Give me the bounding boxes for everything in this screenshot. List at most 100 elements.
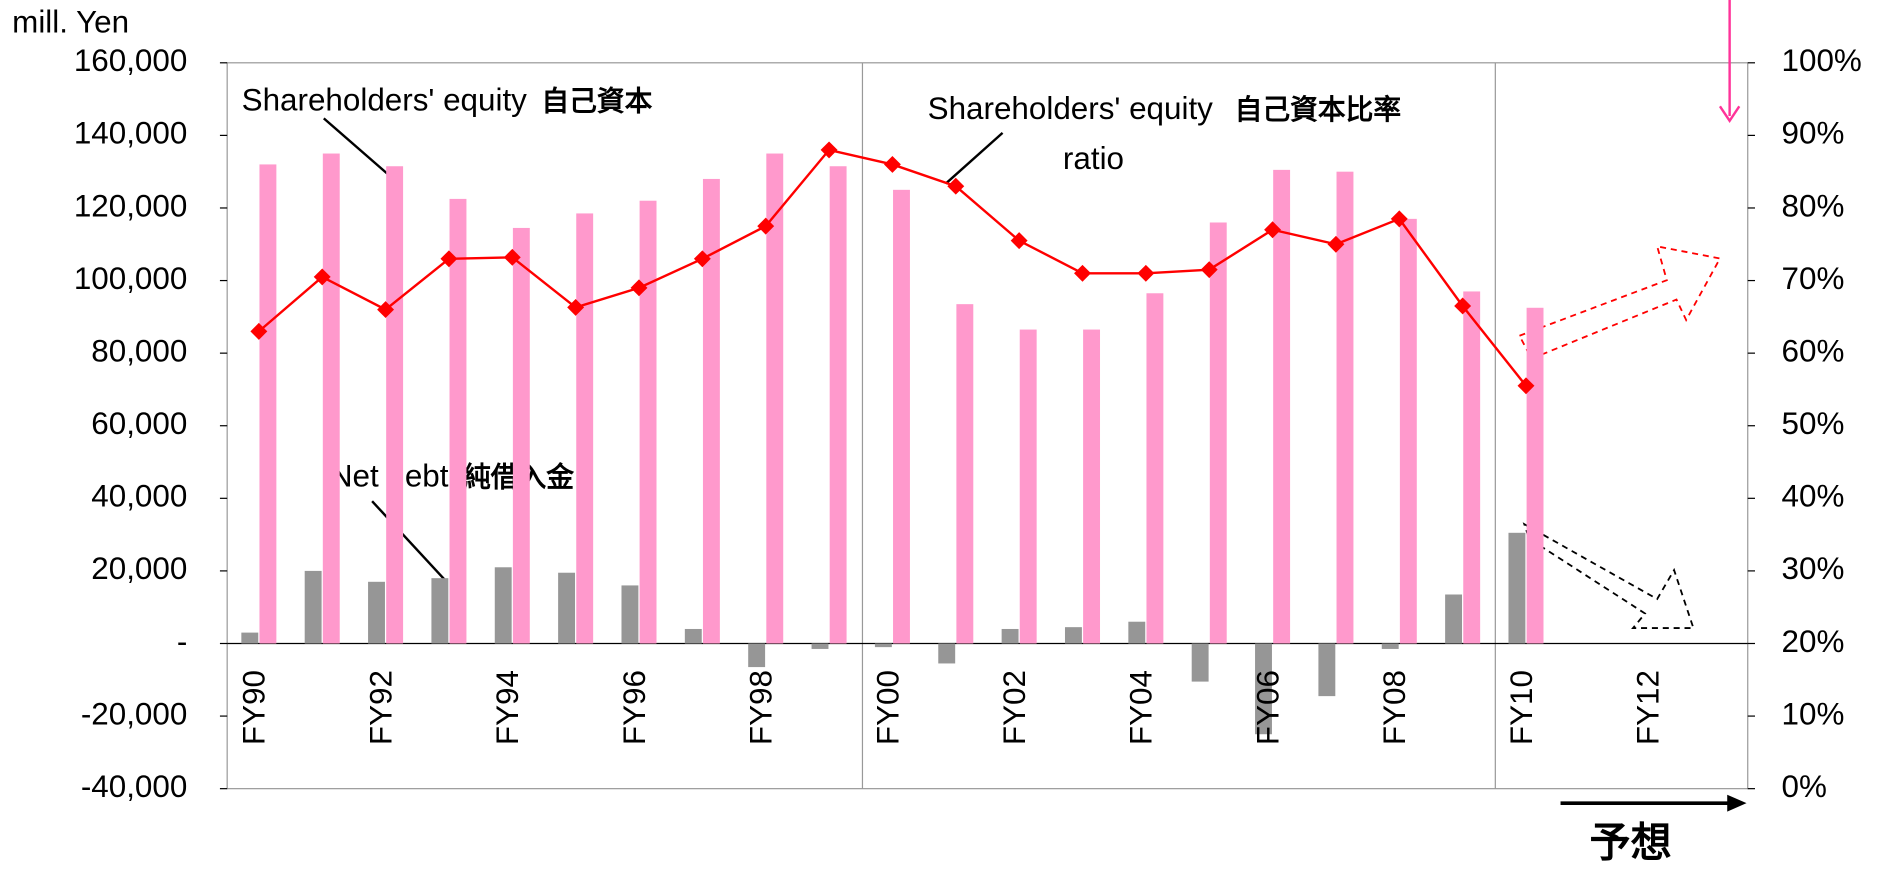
bar	[938, 643, 956, 664]
x-tick-label: FY08	[1377, 670, 1412, 745]
bar	[1399, 218, 1417, 644]
marker	[757, 217, 775, 235]
y2-tick-label: 20%	[1782, 624, 1845, 659]
marker	[1454, 297, 1472, 315]
bar	[1526, 307, 1544, 644]
leader-line	[944, 131, 1004, 185]
y-tick-label: 140,000	[74, 116, 187, 151]
bar	[322, 153, 340, 644]
y-tick-label: 80,000	[91, 333, 187, 368]
y-tick-label: 60,000	[91, 406, 187, 441]
bar	[1128, 621, 1146, 644]
bar	[512, 227, 530, 644]
arrow-head	[1727, 794, 1747, 812]
bar	[893, 189, 910, 644]
bar	[1083, 329, 1101, 644]
marker	[250, 322, 268, 340]
bar	[874, 643, 892, 648]
y2-tick-label: 0%	[1782, 769, 1827, 804]
bar	[259, 164, 277, 644]
forecast-arrow	[1522, 522, 1695, 629]
bar	[956, 304, 974, 644]
x-tick-label: FY98	[744, 670, 779, 745]
bar	[1146, 293, 1164, 644]
y2-tick-label: 30%	[1782, 551, 1845, 586]
x-tick-label: FY90	[237, 670, 272, 745]
y-tick-label: 100,000	[74, 261, 187, 296]
bar	[558, 572, 576, 644]
bar	[1255, 643, 1272, 735]
bar	[639, 200, 657, 644]
x-tick-label: FY02	[997, 670, 1032, 745]
marker	[1074, 264, 1091, 282]
marker	[1200, 261, 1218, 279]
bar	[431, 578, 449, 644]
y2-tick-label: 100%	[1782, 43, 1862, 78]
bar	[621, 585, 639, 644]
x-tick-label: FY04	[1124, 670, 1159, 745]
x-tick-label: FY94	[490, 670, 525, 745]
y-tick-label: 120,000	[74, 188, 187, 223]
y-axis-label: mill. Yen	[12, 4, 129, 39]
x-tick-label: FY10	[1504, 670, 1539, 745]
y2-tick-label: 90%	[1782, 116, 1845, 151]
bar	[386, 166, 404, 644]
bar	[766, 153, 784, 644]
bar	[449, 198, 467, 644]
bar	[1273, 169, 1291, 644]
x-tick-label: FY00	[870, 670, 905, 745]
bar	[1463, 291, 1481, 644]
marker	[1327, 235, 1345, 253]
y-tick-label: -	[177, 624, 187, 659]
marker	[1264, 221, 1282, 239]
bar	[1019, 329, 1037, 644]
bar	[1191, 643, 1209, 682]
x-tick-label: FY06	[1250, 670, 1285, 745]
marker	[1137, 264, 1155, 282]
bar	[702, 178, 720, 644]
y2-tick-label: 60%	[1782, 333, 1845, 368]
y-tick-label: 160,000	[74, 43, 187, 78]
annotation: Shareholders' equity 自己資本比率	[928, 91, 1402, 126]
bar	[1381, 643, 1399, 649]
marker	[883, 155, 901, 173]
bar	[304, 570, 322, 644]
line	[258, 148, 1527, 387]
leader-line	[371, 500, 448, 583]
y2-tick-label: 80%	[1782, 188, 1845, 223]
forecast-label: 予想	[1590, 818, 1672, 866]
y2-tick-label: 40%	[1782, 479, 1845, 514]
bar	[748, 643, 766, 668]
bar	[684, 628, 702, 644]
annotation: ratio	[1063, 141, 1124, 176]
marker	[313, 268, 331, 286]
y-tick-label: -20,000	[81, 696, 187, 731]
x-tick-label: FY12	[1631, 670, 1666, 745]
bar	[829, 166, 847, 644]
marker	[947, 177, 965, 195]
bar	[1209, 222, 1227, 644]
y2-tick-label: 50%	[1782, 406, 1845, 441]
annotation: Shareholders' equity 自己資本	[242, 83, 653, 118]
x-tick-label: FY96	[617, 670, 652, 745]
x-tick-label: FY92	[363, 670, 398, 745]
bar	[494, 567, 512, 644]
marker	[1010, 232, 1028, 250]
arrow-head	[1718, 105, 1741, 123]
bar	[576, 213, 594, 644]
y-tick-label: 20,000	[91, 551, 187, 586]
y-tick-label: 40,000	[91, 479, 187, 514]
bar	[1445, 594, 1463, 644]
bar	[811, 643, 829, 649]
bar	[1508, 532, 1526, 644]
bar	[1318, 643, 1336, 697]
bar	[368, 581, 385, 644]
marker	[1517, 377, 1535, 395]
y2-tick-label: 70%	[1782, 261, 1845, 296]
forecast-arrow	[1518, 245, 1722, 360]
bar	[1001, 628, 1019, 644]
y2-tick-label: 10%	[1782, 696, 1845, 731]
bar	[241, 632, 259, 644]
bar	[1336, 171, 1354, 644]
